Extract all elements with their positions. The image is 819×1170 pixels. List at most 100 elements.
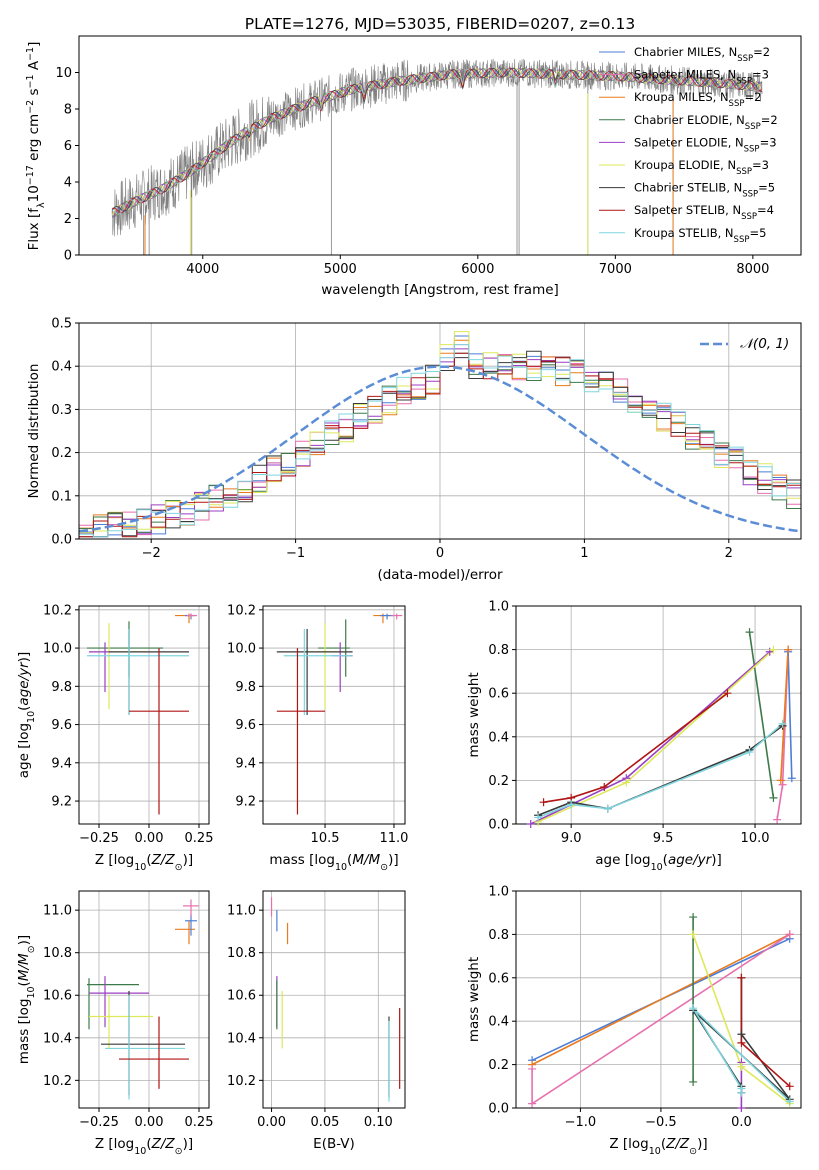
weight-series-line [537, 649, 774, 823]
legend-label: Chabrier MILES, NSSP=2 [634, 45, 770, 64]
y-tick-label: 0.2 [51, 446, 72, 461]
weight-point-marker [689, 930, 698, 939]
weight-point-marker [776, 776, 785, 785]
legend-label: 𝒩(0, 1) [740, 336, 789, 352]
x-tick-label: −2 [142, 546, 161, 561]
legend-label: Salpeter STELIB, NSSP=4 [634, 203, 774, 222]
weight-point-marker [689, 1004, 698, 1013]
y-tick-label: 0.4 [488, 1015, 509, 1030]
y-tick-label: 10.6 [227, 989, 256, 1004]
y-axis-label: mass weight [466, 957, 482, 1042]
weight-point-marker [567, 800, 576, 809]
y-axis-label: Normed distribution [26, 364, 42, 499]
x-axis-label: (data-model)/error [377, 567, 503, 583]
y-tick-label: 10.8 [43, 946, 72, 961]
weight-point-marker [737, 1038, 746, 1047]
weight-point-marker [528, 1064, 537, 1073]
y-tick-label: 9.8 [51, 680, 72, 695]
weight-point-marker [778, 780, 787, 789]
x-tick-label: 4000 [186, 262, 219, 277]
weight-point-marker [534, 813, 543, 822]
legend: Chabrier MILES, NSSP=2 Salpeter MILES, NS… [599, 45, 778, 245]
y-axis-label: mass [log10(M/M⊙)] [16, 935, 37, 1064]
y-tick-label: 0.8 [488, 643, 509, 658]
legend-label: Kroupa MILES, NSSP=2 [634, 90, 761, 109]
y-tick-label: 10.8 [227, 946, 256, 961]
weight-point-marker [723, 689, 732, 698]
plot-area [276, 613, 403, 815]
plot-area [87, 899, 199, 1100]
y-tick-label: 0.4 [51, 360, 72, 375]
y-tick-label: 0.6 [488, 687, 509, 702]
weight-series-line [748, 632, 775, 798]
y-tick-label: 0.2 [488, 774, 509, 789]
weight-point-marker [526, 820, 535, 828]
y-tick-label: 10.6 [43, 989, 72, 1004]
axes-border [78, 890, 210, 1109]
weight-point-marker [745, 748, 754, 757]
legend-label: Chabrier ELODIE, NSSP=2 [634, 113, 778, 132]
x-axis-label: Z [log10(Z/Z⊙)] [95, 1136, 193, 1157]
y-tick-label: 10.2 [43, 603, 72, 618]
weight-point-marker [737, 1088, 746, 1097]
axes-spectrum: 4000 5000 6000 7000 8000 0 2 4 6 8 10 [55, 35, 802, 277]
weight-series-line [740, 977, 791, 1087]
axes-frame: 10.5 11.0 9.2 9.4 9.6 9.8 10.0 10.2 [227, 603, 408, 846]
plot-area [531, 917, 791, 1108]
weight-point-marker [787, 774, 796, 783]
y-tick-label: 0.0 [488, 818, 509, 833]
weight-series-line [531, 933, 791, 1066]
y-tick-label: 11.0 [227, 904, 256, 919]
y-axis-label: age [log10(age/yr)] [16, 652, 37, 778]
axes-border [515, 890, 802, 1109]
weight-point-marker [600, 782, 609, 791]
x-axis-label: Z [log10(Z/Z⊙)] [95, 852, 193, 873]
weight-point-marker [773, 815, 782, 824]
axes-border [262, 890, 406, 1109]
weight-point-marker [785, 1097, 794, 1106]
y-tick-label: 1.0 [488, 885, 509, 900]
x-tick-label: 0.00 [135, 1115, 164, 1130]
weight-point-marker [785, 930, 794, 939]
x-tick-label: 8000 [736, 262, 769, 277]
weight-point-marker [785, 1082, 794, 1091]
x-axis-label: Z [log10(Z/Z⊙)] [609, 1136, 707, 1157]
axes-age-vs-Z: −0.25 0.00 0.25 9.2 9.4 9.6 9.8 10.0 10.2 [43, 603, 213, 846]
legend-label: Salpeter MILES, NSSP=3 [634, 68, 769, 87]
plot-area [270, 897, 401, 1102]
axes-mass-vs-Z: −0.25 0.00 0.25 10.2 10.4 10.6 10.8 11.0 [43, 890, 213, 1130]
y-axis-label: Flux [fλ10−17 erg cm−2 s−1 A−1] [25, 42, 47, 251]
weight-point-marker [769, 645, 778, 654]
weight-series-line [543, 692, 728, 803]
x-tick-label: −1.0 [565, 1115, 597, 1130]
axes-frame: −2 −1 0 1 2 0.0 0.1 0.2 0.3 0.4 0.5 [51, 317, 802, 561]
x-tick-label: 10.5 [311, 831, 340, 846]
x-tick-label: 7000 [599, 262, 632, 277]
x-axis-label: wavelength [Angstrom, rest frame] [321, 282, 559, 298]
y-tick-label: 10.2 [227, 1074, 256, 1089]
x-tick-label: 6000 [461, 262, 494, 277]
weight-point-marker [689, 913, 698, 922]
axes-frame: −0.25 0.00 0.25 10.2 10.4 10.6 10.8 11.0 [43, 890, 213, 1130]
histogram-series [79, 352, 801, 538]
x-tick-label: −0.25 [79, 1115, 119, 1130]
axes-frame: 4000 5000 6000 7000 8000 0 2 4 6 8 10 [55, 35, 802, 277]
plot-area [530, 632, 793, 824]
y-tick-label: 10.2 [43, 1074, 72, 1089]
weight-point-marker [769, 793, 778, 802]
axes-frame: −1.0 −0.5 0.0 0.0 0.2 0.4 0.6 0.8 1.0 [488, 885, 802, 1130]
y-tick-label: 0.1 [51, 489, 72, 504]
y-tick-label: 11.0 [43, 904, 72, 919]
x-tick-label: 0.10 [364, 1115, 393, 1130]
y-tick-label: 0.6 [488, 971, 509, 986]
legend-label: Kroupa STELIB, NSSP=5 [634, 226, 766, 245]
axes-border [78, 605, 210, 825]
y-tick-label: 9.2 [51, 795, 72, 810]
weight-point-marker [737, 1062, 746, 1071]
x-axis-label: mass [log10(M/M⊙)] [269, 852, 398, 873]
axes-mass-vs-ebv: 0.00 0.05 0.10 10.2 10.4 10.6 10.8 11.0 [227, 890, 406, 1130]
normal-curve [79, 365, 799, 533]
y-tick-label: 0.5 [51, 317, 72, 332]
weight-point-marker [784, 645, 793, 654]
